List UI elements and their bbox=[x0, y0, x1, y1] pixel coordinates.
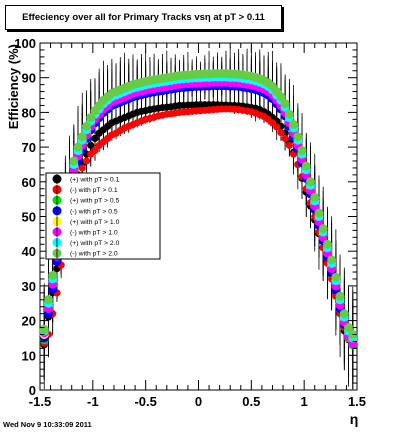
data-point bbox=[297, 146, 307, 156]
legend-label: (-) with pT > 0.1 bbox=[70, 187, 118, 194]
data-point bbox=[285, 141, 293, 149]
data-point bbox=[86, 113, 96, 123]
x-tick-label: 0 bbox=[195, 394, 202, 409]
x-tick-label: 0.5 bbox=[242, 394, 260, 409]
legend-label: (+) with pT > 1.0 bbox=[70, 219, 120, 226]
data-point bbox=[339, 309, 349, 319]
data-point bbox=[48, 270, 58, 280]
data-point bbox=[280, 99, 290, 109]
x-tick-label: 1.5 bbox=[348, 394, 366, 409]
data-point bbox=[344, 323, 354, 333]
data-point bbox=[77, 132, 87, 142]
chart-title: Effeciency over all for Primary Tracks v… bbox=[5, 5, 282, 30]
y-tick-label: 100 bbox=[14, 36, 36, 51]
y-tick-label: 30 bbox=[22, 279, 36, 294]
x-tick-label: -0.5 bbox=[134, 394, 156, 409]
data-point bbox=[69, 156, 79, 166]
y-tick-label: 10 bbox=[22, 348, 36, 363]
data-point bbox=[284, 109, 294, 119]
data-point bbox=[73, 142, 83, 152]
legend-label: (-) with pT > 2.0 bbox=[70, 251, 118, 258]
y-axis: 0 10 20 30 40 50 60 70 80 90 100 bbox=[14, 36, 357, 398]
x-tick-label: 1 bbox=[301, 394, 308, 409]
y-tick-label: 50 bbox=[22, 210, 36, 225]
data-point bbox=[293, 132, 303, 142]
legend-box bbox=[45, 172, 161, 260]
data-point bbox=[82, 157, 91, 165]
data-point bbox=[91, 146, 99, 155]
data-point bbox=[43, 295, 53, 305]
y-tick-label: 80 bbox=[22, 105, 36, 120]
legend-label: (-) with pT > 0.5 bbox=[70, 208, 118, 215]
data-point bbox=[327, 255, 337, 265]
y-tick-label: 60 bbox=[22, 175, 36, 190]
legend-label: (+) with pT > 0.1 bbox=[70, 177, 120, 184]
data-point bbox=[310, 192, 320, 202]
data-point bbox=[39, 324, 49, 334]
data-point bbox=[273, 123, 281, 131]
timestamp: Wed Nov 9 10:33:09 2011 bbox=[3, 420, 92, 429]
data-point bbox=[91, 134, 99, 143]
legend-label: (+) with pT > 0.5 bbox=[70, 198, 120, 205]
data-point bbox=[281, 134, 289, 143]
data-point bbox=[87, 141, 95, 149]
y-tick-label: 70 bbox=[22, 140, 36, 155]
data-point bbox=[314, 208, 324, 218]
x-tick-label: -1 bbox=[87, 394, 99, 409]
data-point bbox=[289, 120, 299, 130]
data-point bbox=[277, 128, 285, 137]
data-point bbox=[78, 164, 86, 172]
y-tick-label: 20 bbox=[22, 314, 36, 329]
y-tick-label: 0 bbox=[29, 383, 36, 398]
data-point bbox=[322, 239, 332, 249]
x-axis: -1.5 -1 -0.5 0 0.5 1 1.5 bbox=[29, 43, 366, 409]
y-axis-label: Efficiency (%) bbox=[6, 44, 21, 129]
data-point bbox=[276, 92, 286, 102]
y-tick-label: 40 bbox=[22, 244, 36, 259]
y-tick-label: 90 bbox=[22, 71, 36, 86]
legend: (+) with pT > 0.1 (-) with pT > 0.1 (+) wi… bbox=[45, 172, 161, 260]
x-axis-label: η bbox=[350, 411, 359, 427]
x-tick-label: -1.5 bbox=[29, 394, 51, 409]
data-point bbox=[306, 177, 316, 187]
data-point bbox=[81, 121, 91, 131]
data-point bbox=[335, 291, 345, 301]
legend-label: (-) with pT > 1.0 bbox=[70, 230, 118, 237]
data-point bbox=[301, 161, 311, 171]
data-point bbox=[318, 224, 328, 234]
data-point bbox=[331, 272, 341, 282]
legend-label: (+) with pT > 2.0 bbox=[70, 240, 120, 247]
